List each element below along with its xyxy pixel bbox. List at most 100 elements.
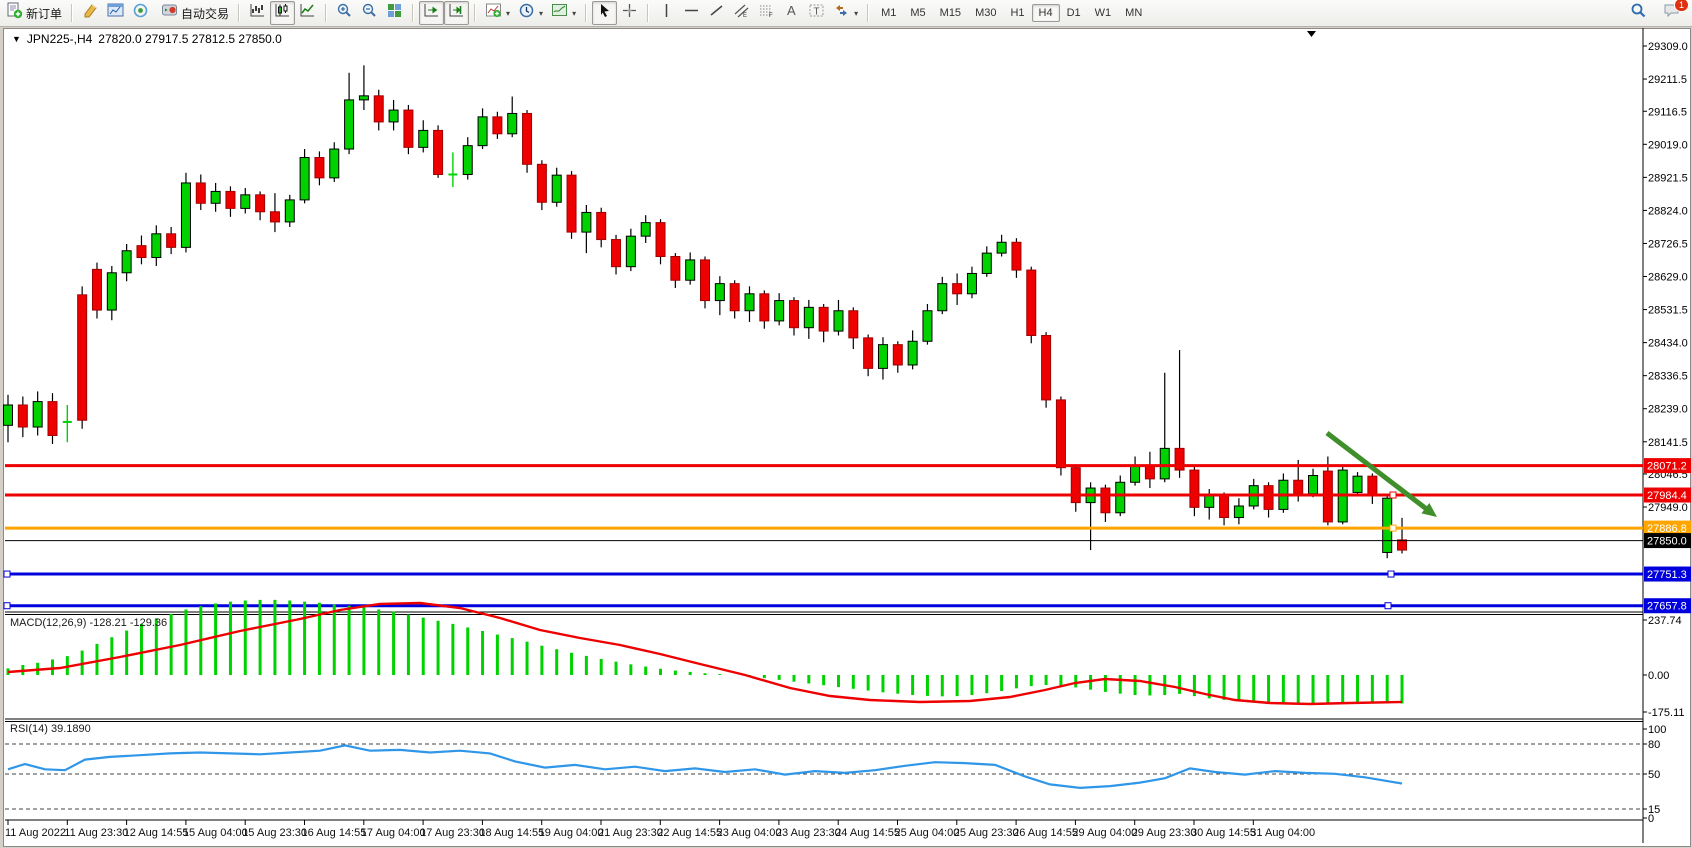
line-chart-button[interactable] bbox=[295, 1, 320, 25]
auto-trading-button-label: 自动交易 bbox=[181, 6, 230, 21]
timeframe-w1[interactable]: W1 bbox=[1094, 7, 1112, 19]
bullish-candle bbox=[284, 199, 295, 223]
styler-button[interactable] bbox=[78, 1, 103, 25]
line-handle[interactable] bbox=[1389, 491, 1397, 499]
main-toolbar: 新订单 自动交易 ▾ ▾ ▾ E F A T ▾ M1 M5 M15 M30 H1 H4 D1 W1 MN 1 bbox=[0, 0, 1692, 27]
line-handle[interactable] bbox=[1387, 570, 1395, 578]
timeframe-toolbar: M1 M5 M15 M30 H1 H4 D1 W1 MN bbox=[872, 1, 1151, 25]
toolbar-separator bbox=[585, 4, 588, 22]
timeframe-m1[interactable]: M1 bbox=[881, 7, 897, 19]
bearish-candle bbox=[655, 222, 666, 258]
line-handle[interactable] bbox=[1384, 602, 1392, 610]
line-chart-icon bbox=[299, 2, 316, 24]
toolbar-separator bbox=[238, 4, 241, 22]
templates-button[interactable]: ▾ bbox=[547, 1, 580, 25]
bearish-candle bbox=[1219, 495, 1230, 519]
indicators-button[interactable]: ▾ bbox=[481, 1, 514, 25]
horizontal-line-button[interactable] bbox=[679, 1, 704, 25]
fibonacci-icon: F bbox=[758, 2, 775, 24]
dropdown-caret-icon[interactable]: ▾ bbox=[572, 8, 577, 18]
bullish-candle bbox=[714, 283, 725, 302]
date-label: 15 Aug 23:30 bbox=[242, 827, 307, 839]
bullish-candle bbox=[240, 194, 251, 209]
chart-canvas: 29309.0 29211.5 29116.5 29019.0 28921.5 28824… bbox=[3, 28, 1691, 843]
timeframe-h4[interactable]: H4 bbox=[1031, 4, 1060, 22]
date-label: 25 Aug 23:30 bbox=[954, 827, 1019, 839]
dropdown-caret-icon[interactable]: ▾ bbox=[539, 8, 544, 18]
periods-button[interactable]: ▾ bbox=[514, 1, 547, 25]
date-label: 17 Aug 23:30 bbox=[420, 827, 485, 839]
toolbar-group bbox=[76, 1, 155, 25]
bullish-candle bbox=[1308, 474, 1319, 495]
date-label: 17 Aug 04:00 bbox=[361, 827, 426, 839]
bullish-candle bbox=[180, 182, 191, 248]
label-button[interactable]: T bbox=[804, 1, 829, 25]
search-button[interactable] bbox=[1626, 1, 1651, 25]
date-label: 11 Aug 23:30 bbox=[64, 827, 128, 839]
charts-window-button[interactable] bbox=[103, 1, 128, 25]
signals-button[interactable] bbox=[128, 1, 153, 25]
bar-chart-icon bbox=[249, 2, 266, 24]
fibonacci-button[interactable]: F bbox=[754, 1, 779, 25]
date-label: 29 Aug 04:00 bbox=[1072, 827, 1137, 839]
timeframe-mn[interactable]: MN bbox=[1125, 7, 1143, 19]
tile-windows-button[interactable] bbox=[382, 1, 407, 25]
collapse-triangle-icon[interactable]: ▼ bbox=[12, 34, 21, 44]
text-button[interactable]: A bbox=[779, 1, 804, 25]
timeframe-m5[interactable]: M5 bbox=[910, 7, 926, 19]
crosshair-button[interactable] bbox=[617, 1, 642, 25]
bullish-candle bbox=[803, 306, 814, 329]
auto-scroll-button[interactable] bbox=[419, 1, 445, 25]
chart-shift-marker-icon[interactable] bbox=[1307, 31, 1316, 37]
rsi-tick-label: 80 bbox=[1648, 739, 1660, 751]
line-handle[interactable] bbox=[3, 602, 11, 610]
candlestick-button[interactable] bbox=[270, 1, 296, 25]
bar-chart-button[interactable] bbox=[245, 1, 270, 25]
bullish-candle bbox=[907, 340, 918, 366]
date-label: 23 Aug 23:30 bbox=[776, 827, 841, 839]
timeframe-m30[interactable]: M30 bbox=[975, 7, 997, 19]
price-badge-label: 27657.8 bbox=[1647, 601, 1687, 613]
timeframe-h1[interactable]: H1 bbox=[1010, 7, 1025, 19]
auto-trading-button[interactable]: 自动交易 bbox=[157, 1, 233, 25]
symbol-period-label: JPN225-,H4 bbox=[26, 32, 93, 46]
candlestick-icon bbox=[274, 2, 291, 24]
toolbar-group: 自动交易 bbox=[155, 1, 235, 25]
channel-button[interactable]: E bbox=[729, 1, 754, 25]
macd-tick-label: 0.00 bbox=[1648, 670, 1669, 682]
bullish-candle bbox=[937, 283, 948, 312]
bullish-candle bbox=[477, 116, 488, 147]
date-label: 22 Aug 14:55 bbox=[657, 827, 722, 839]
cursor-button[interactable] bbox=[592, 1, 618, 25]
trend-arrow-head[interactable] bbox=[1421, 502, 1437, 517]
line-handle[interactable] bbox=[3, 570, 11, 578]
zoom-in-button[interactable] bbox=[332, 1, 357, 25]
vertical-line-button[interactable] bbox=[654, 1, 679, 25]
new-order-button[interactable]: 新订单 bbox=[2, 1, 66, 25]
dropdown-caret-icon[interactable]: ▾ bbox=[506, 8, 511, 18]
timeframe-d1[interactable]: D1 bbox=[1066, 7, 1081, 19]
price-tick-label: 28336.5 bbox=[1648, 371, 1688, 383]
bearish-candle bbox=[1026, 269, 1037, 336]
indicators-icon bbox=[485, 2, 502, 24]
notification-badge: 1 bbox=[1673, 0, 1689, 12]
chart-shift-button[interactable] bbox=[444, 1, 470, 25]
arrows-button[interactable]: ▾ bbox=[829, 1, 862, 25]
trendline-button[interactable] bbox=[704, 1, 729, 25]
timeframe-m15[interactable]: M15 bbox=[939, 7, 962, 19]
chat-button[interactable]: 1 bbox=[1659, 0, 1689, 25]
charts-window-icon bbox=[107, 2, 124, 24]
bullish-candle bbox=[32, 401, 43, 428]
price-badge-label: 28071.2 bbox=[1647, 461, 1687, 473]
bullish-candle bbox=[299, 157, 310, 201]
dropdown-caret-icon[interactable]: ▾ bbox=[854, 8, 859, 18]
zoom-out-button[interactable] bbox=[357, 1, 382, 25]
bullish-candle bbox=[106, 272, 117, 311]
line-handle[interactable] bbox=[1389, 524, 1397, 532]
bullish-candle bbox=[581, 211, 592, 233]
toolbar-group bbox=[417, 1, 471, 25]
trend-arrow[interactable] bbox=[1325, 431, 1431, 513]
auto-trading-icon bbox=[161, 2, 178, 24]
chart-window: ▼ JPN225-,H4 27820.0 27917.5 27812.5 278… bbox=[0, 26, 1692, 848]
bearish-candle bbox=[566, 174, 577, 233]
